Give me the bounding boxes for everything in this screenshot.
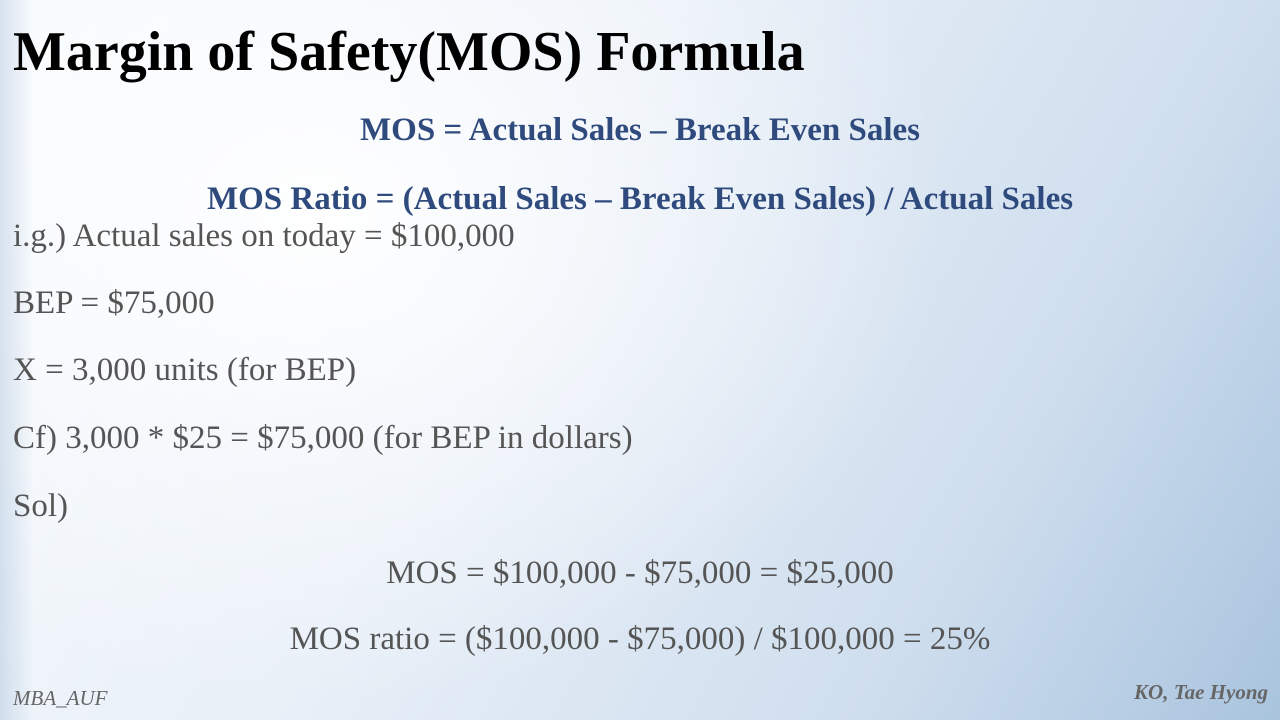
example-bep-dollars: Cf) 3,000 * $25 = $75,000 (for BEP in do…: [13, 420, 633, 456]
solution-label: Sol): [13, 488, 69, 524]
solution-mos: MOS = $100,000 - $75,000 = $25,000: [386, 555, 894, 591]
mos-formula: MOS = Actual Sales – Break Even Sales: [360, 112, 920, 148]
mos-ratio-formula: MOS Ratio = (Actual Sales – Break Even S…: [206, 181, 1074, 217]
solution-mos-ratio: MOS ratio = ($100,000 - $75,000) / $100,…: [289, 621, 991, 657]
example-bep: BEP = $75,000: [13, 285, 215, 321]
slide-title: Margin of Safety(MOS) Formula: [13, 21, 805, 83]
slide-decoration-strip: [0, 0, 32, 720]
footer-course: MBA_AUF: [13, 686, 108, 710]
example-units: X = 3,000 units (for BEP): [13, 352, 357, 388]
footer-author: KO, Tae Hyong: [1134, 680, 1268, 704]
example-actual-sales: i.g.) Actual sales on today = $100,000: [13, 218, 515, 254]
